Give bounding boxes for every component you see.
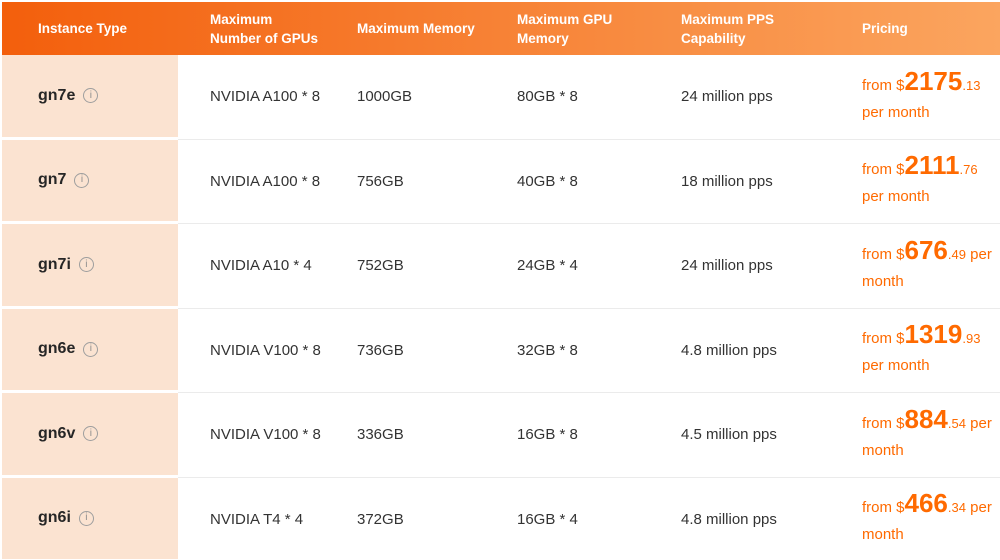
- price-prefix: from $: [862, 245, 905, 263]
- price-prefix: from $: [862, 76, 905, 94]
- pricing-cell: from $466.34 per month: [845, 477, 1000, 560]
- instance-type-label: gn7: [38, 171, 67, 189]
- max-gpu-memory-cell: 16GB * 4: [505, 477, 665, 560]
- max-gpus-cell: NVIDIA V100 * 8: [178, 393, 345, 478]
- instance-type-cell: gn6v i: [2, 393, 178, 478]
- table-header-row: Instance Type Maximum Number of GPUs Max…: [2, 2, 1000, 55]
- table-row: gn6i i NVIDIA T4 * 4 372GB 16GB * 4 4.8 …: [2, 477, 1000, 560]
- max-gpu-memory-cell: 40GB * 8: [505, 139, 665, 224]
- max-memory-cell: 736GB: [345, 308, 505, 393]
- header-max-gpu-memory: Maximum GPU Memory: [517, 11, 613, 46]
- header-max-pps: Maximum PPS Capability: [681, 11, 775, 46]
- pricing-cell: from $1319.93 per month: [845, 308, 1000, 393]
- max-memory-cell: 752GB: [345, 224, 505, 309]
- pricing-cell: from $2111.76 per month: [845, 139, 1000, 224]
- max-pps-cell: 4.5 million pps: [665, 393, 845, 478]
- price-amount: 884: [904, 403, 948, 434]
- max-memory-cell: 336GB: [345, 393, 505, 478]
- price-suffix: per month: [862, 357, 930, 375]
- instance-type-cell: gn7e i: [2, 55, 178, 140]
- pricing-cell: from $676.49 per month: [845, 224, 1000, 309]
- max-memory-cell: 756GB: [345, 139, 505, 224]
- price-amount: 1319: [904, 319, 963, 350]
- price-suffix: per month: [862, 188, 930, 206]
- header-instance-type: Instance Type: [38, 21, 128, 36]
- instance-type-label: gn6i: [38, 509, 71, 527]
- price-decimal: .76: [959, 162, 978, 178]
- price-prefix: from $: [862, 499, 905, 517]
- max-gpu-memory-cell: 24GB * 4: [505, 224, 665, 309]
- price-prefix: from $: [862, 161, 905, 179]
- max-gpu-memory-cell: 32GB * 8: [505, 308, 665, 393]
- header-max-gpus: Maximum Number of GPUs: [210, 11, 319, 46]
- price-decimal: .13: [962, 77, 981, 93]
- info-icon[interactable]: i: [74, 172, 90, 188]
- price-text: from $1319.93 per month: [862, 321, 980, 379]
- price-decimal: .49: [947, 246, 966, 262]
- instance-type-cell: gn6i i: [2, 477, 178, 560]
- max-pps-cell: 18 million pps: [665, 139, 845, 224]
- instance-type-cell: gn7 i: [2, 139, 178, 224]
- max-gpu-memory-cell: 16GB * 8: [505, 393, 665, 478]
- price-text: from $2175.13 per month: [862, 65, 981, 126]
- max-gpus-cell: NVIDIA A10 * 4: [178, 224, 345, 309]
- price-decimal: .93: [962, 331, 981, 347]
- price-text: from $884.54 per month: [862, 403, 992, 464]
- max-memory-cell: 372GB: [345, 477, 505, 560]
- price-text: from $466.34 per month: [862, 490, 992, 548]
- max-pps-cell: 24 million pps: [665, 224, 845, 309]
- price-text: from $676.49 per month: [862, 234, 992, 295]
- pricing-cell: from $2175.13 per month: [845, 55, 1000, 140]
- max-gpus-cell: NVIDIA A100 * 8: [178, 139, 345, 224]
- max-gpu-memory-cell: 80GB * 8: [505, 55, 665, 140]
- instance-type-label: gn7e: [38, 86, 76, 104]
- max-gpus-cell: NVIDIA A100 * 8: [178, 55, 345, 140]
- info-icon[interactable]: i: [78, 257, 94, 273]
- price-text: from $2111.76 per month: [862, 152, 978, 210]
- price-decimal: .34: [947, 500, 966, 516]
- header-max-memory: Maximum Memory: [357, 21, 475, 36]
- info-icon[interactable]: i: [83, 341, 99, 357]
- price-suffix: per month: [862, 245, 992, 290]
- table-row: gn7i i NVIDIA A10 * 4 752GB 24GB * 4 24 …: [2, 224, 1000, 309]
- info-icon[interactable]: i: [83, 88, 99, 104]
- price-suffix: per month: [862, 103, 930, 121]
- table-row: gn7 i NVIDIA A100 * 8 756GB 40GB * 8 18 …: [2, 139, 1000, 224]
- pricing-cell: from $884.54 per month: [845, 393, 1000, 478]
- table-row: gn7e i NVIDIA A100 * 8 1000GB 80GB * 8 2…: [2, 55, 1000, 140]
- header-pricing: Pricing: [862, 21, 908, 36]
- price-prefix: from $: [862, 414, 905, 432]
- instance-type-cell: gn6e i: [2, 308, 178, 393]
- max-gpus-cell: NVIDIA V100 * 8: [178, 308, 345, 393]
- instance-type-label: gn6v: [38, 424, 76, 442]
- max-pps-cell: 4.8 million pps: [665, 308, 845, 393]
- price-amount: 2111: [904, 150, 960, 181]
- max-gpus-cell: NVIDIA T4 * 4: [178, 477, 345, 560]
- table-row: gn6e i NVIDIA V100 * 8 736GB 32GB * 8 4.…: [2, 308, 1000, 393]
- info-icon[interactable]: i: [83, 426, 99, 442]
- instance-type-cell: gn7i i: [2, 224, 178, 309]
- instance-type-label: gn7i: [38, 255, 71, 273]
- price-amount: 2175: [904, 65, 963, 96]
- price-prefix: from $: [862, 330, 905, 348]
- instance-type-label: gn6e: [38, 340, 76, 358]
- price-amount: 676: [904, 234, 948, 265]
- table-row: gn6v i NVIDIA V100 * 8 336GB 16GB * 8 4.…: [2, 393, 1000, 478]
- price-decimal: .54: [947, 415, 966, 431]
- price-amount: 466: [904, 488, 948, 519]
- price-suffix: per month: [862, 414, 992, 459]
- max-memory-cell: 1000GB: [345, 55, 505, 140]
- info-icon[interactable]: i: [78, 510, 94, 526]
- max-pps-cell: 4.8 million pps: [665, 477, 845, 560]
- max-pps-cell: 24 million pps: [665, 55, 845, 140]
- price-suffix: per month: [862, 499, 992, 544]
